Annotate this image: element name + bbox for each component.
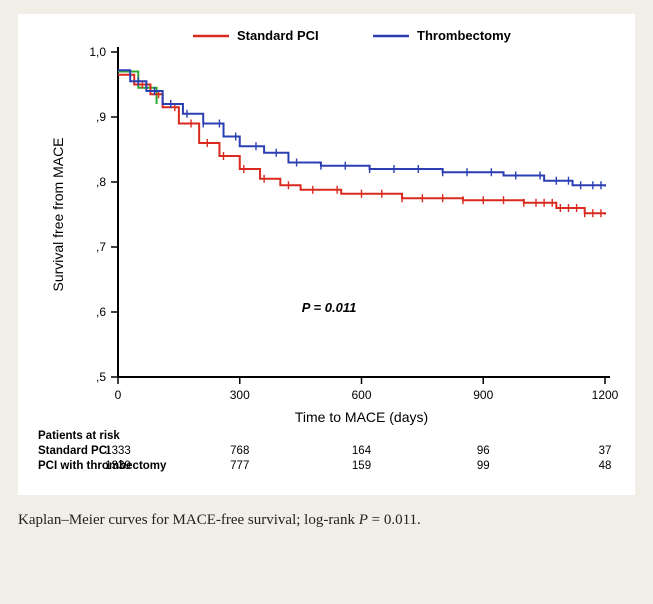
svg-text:900: 900 <box>473 388 493 402</box>
caption-peq: = 0.011. <box>368 512 421 528</box>
svg-text:37: 37 <box>599 445 612 457</box>
svg-text:PCI with thrombectomy: PCI with thrombectomy <box>38 460 167 472</box>
svg-text:Standard PCI: Standard PCI <box>237 28 319 43</box>
svg-text:P = 0.011: P = 0.011 <box>302 300 357 315</box>
caption-text: Kaplan–Meier curves for MACE-free surviv… <box>18 512 359 528</box>
svg-text:99: 99 <box>477 460 490 472</box>
svg-text:,7: ,7 <box>96 240 106 254</box>
svg-text:768: 768 <box>230 445 249 457</box>
caption-pvar: P <box>359 512 368 528</box>
figure-caption: Kaplan–Meier curves for MACE-free surviv… <box>18 509 635 532</box>
svg-text:1,0: 1,0 <box>89 45 106 59</box>
svg-text:600: 600 <box>351 388 371 402</box>
svg-text:1333: 1333 <box>105 445 131 457</box>
svg-text:Standard PCI: Standard PCI <box>38 445 110 457</box>
svg-text:164: 164 <box>352 445 372 457</box>
svg-text:Survival free from MACE: Survival free from MACE <box>50 137 66 291</box>
svg-text:Thrombectomy: Thrombectomy <box>417 28 512 43</box>
svg-text:,6: ,6 <box>96 305 106 319</box>
svg-text:,8: ,8 <box>96 175 106 189</box>
svg-text:159: 159 <box>352 460 371 472</box>
svg-text:,9: ,9 <box>96 110 106 124</box>
svg-text:300: 300 <box>230 388 250 402</box>
km-chart: ,5 ,6 ,7 ,8 ,9 1,0 0 300 600 900 1200 Time to MACE … <box>28 22 625 487</box>
svg-text:48: 48 <box>599 460 612 472</box>
svg-text:Time to MACE (days): Time to MACE (days) <box>295 409 428 425</box>
km-chart-card: ,5 ,6 ,7 ,8 ,9 1,0 0 300 600 900 1200 Time to MACE … <box>18 14 635 495</box>
svg-text:777: 777 <box>230 460 249 472</box>
svg-text:96: 96 <box>477 445 490 457</box>
svg-text:Patients at risk: Patients at risk <box>38 430 120 442</box>
svg-text:0: 0 <box>115 388 122 402</box>
svg-text:1200: 1200 <box>592 388 619 402</box>
svg-text:,5: ,5 <box>96 370 106 384</box>
svg-text:1339: 1339 <box>105 460 131 472</box>
